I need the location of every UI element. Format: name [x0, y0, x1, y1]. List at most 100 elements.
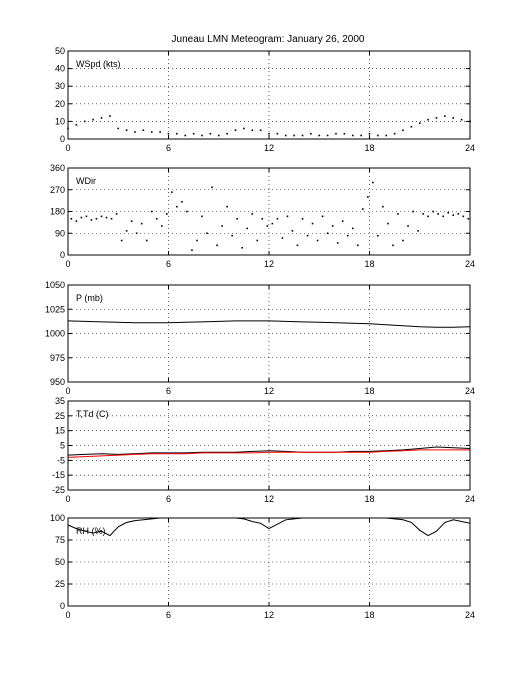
data-point	[367, 196, 369, 198]
data-point	[397, 213, 399, 215]
x-tick-label: 6	[166, 494, 171, 504]
data-point	[462, 215, 465, 218]
panel-3: 0 6 12 18 24 -25 -15 -5 5 15 25 35 T,Td (C)	[52, 396, 475, 504]
series-line-0	[67, 446, 471, 456]
data-point	[243, 127, 245, 130]
data-point	[181, 201, 183, 203]
data-point	[281, 237, 284, 239]
data-point	[457, 213, 460, 215]
data-point	[447, 211, 450, 214]
x-tick-label: 6	[166, 259, 171, 269]
data-point	[412, 210, 414, 213]
x-tick-label: 12	[264, 610, 274, 620]
y-tick-label: 180	[50, 207, 65, 217]
data-point	[251, 213, 254, 215]
y-tick-label: 950	[50, 377, 65, 387]
x-tick-label: 0	[65, 494, 70, 504]
panel-0: 0 6 12 18 24 0 10 20 30 40 50 WSpd (kts)	[55, 46, 475, 153]
data-point	[296, 244, 299, 247]
data-point	[402, 239, 404, 242]
x-tick-label: 0	[65, 259, 70, 269]
data-point	[284, 134, 287, 137]
y-tick-label: 15	[55, 426, 65, 436]
data-point	[321, 215, 324, 218]
data-point	[216, 244, 218, 247]
data-point	[291, 230, 294, 232]
data-point	[70, 217, 73, 220]
data-point	[360, 134, 362, 137]
data-point	[192, 132, 195, 135]
data-point	[427, 118, 429, 121]
x-tick-label: 0	[65, 143, 70, 153]
y-tick-label: 50	[55, 46, 65, 56]
data-point	[387, 222, 389, 225]
data-point	[251, 129, 254, 131]
data-point	[326, 232, 329, 235]
y-tick-label: 75	[55, 535, 65, 545]
data-point	[418, 122, 421, 124]
data-point	[109, 115, 111, 117]
data-point	[437, 213, 439, 215]
data-point	[201, 134, 203, 137]
data-point	[326, 134, 329, 137]
data-point	[377, 134, 379, 137]
y-tick-label: 1025	[45, 304, 65, 314]
x-tick-label: 12	[264, 143, 274, 153]
data-point	[134, 131, 136, 133]
data-point	[130, 220, 133, 222]
data-point	[393, 132, 396, 135]
data-point	[259, 129, 262, 131]
data-point	[166, 213, 168, 215]
data-point	[368, 132, 371, 135]
data-point	[452, 214, 455, 216]
y-tick-label: 5	[60, 441, 65, 451]
data-point	[201, 215, 203, 218]
data-point	[217, 134, 220, 137]
data-point	[268, 132, 270, 135]
x-tick-label: 24	[465, 143, 475, 153]
data-point	[402, 129, 404, 131]
x-tick-label: 18	[364, 143, 374, 153]
data-point	[410, 125, 413, 128]
data-point	[241, 246, 243, 249]
series-line-0	[67, 517, 471, 537]
data-point	[351, 227, 354, 230]
data-point	[467, 217, 470, 220]
panel-label: WSpd (kts)	[76, 59, 121, 69]
data-point	[155, 217, 158, 220]
x-tick-label: 6	[166, 386, 171, 396]
data-point	[83, 120, 86, 123]
y-tick-label: 35	[55, 396, 65, 406]
panel-label: P (mb)	[76, 293, 103, 303]
data-point	[316, 239, 319, 242]
series-line-1	[67, 449, 470, 458]
data-point	[460, 118, 463, 121]
data-point	[234, 129, 237, 131]
y-tick-label: 360	[50, 163, 65, 173]
data-point	[75, 220, 78, 222]
y-tick-label: 50	[55, 557, 65, 567]
data-point	[293, 134, 295, 137]
data-point	[150, 131, 153, 133]
data-point	[417, 230, 419, 232]
panel-1: 0 6 12 18 24 0 90 180 270 360 WDir	[50, 163, 475, 269]
chart-title: Juneau LMN Meteogram: January 26, 2000	[172, 34, 365, 45]
data-point	[261, 217, 264, 220]
data-point	[85, 215, 88, 218]
data-point	[336, 242, 339, 244]
y-tick-label: 100	[50, 513, 65, 523]
data-point	[115, 213, 118, 215]
data-point	[184, 134, 187, 137]
data-point	[435, 117, 438, 119]
data-point	[372, 181, 374, 184]
data-point	[90, 219, 93, 221]
x-tick-label: 0	[65, 610, 70, 620]
y-tick-label: -25	[52, 485, 65, 495]
data-point	[176, 132, 178, 135]
x-tick-label: 12	[264, 386, 274, 396]
data-point	[221, 225, 223, 227]
x-tick-label: 24	[465, 386, 475, 396]
data-point	[276, 217, 279, 220]
x-tick-label: 6	[166, 143, 171, 153]
data-point	[271, 222, 274, 225]
